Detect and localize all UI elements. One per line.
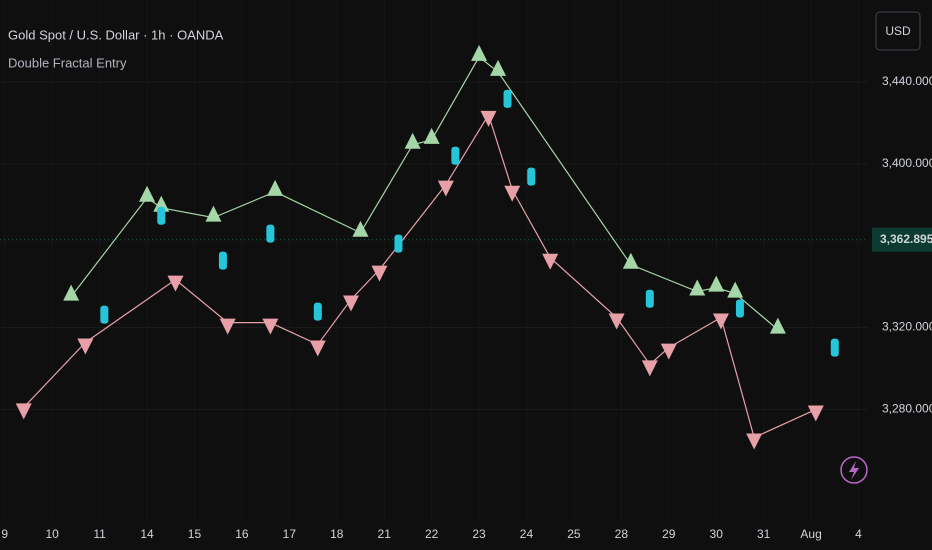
fractal-high [708,275,725,292]
fractal-high [689,279,706,296]
fractal-low [608,313,625,330]
fractal-high [423,127,440,144]
x-tick-label: 18 [330,527,344,541]
entry-marker [157,206,166,225]
x-tick-label: 25 [567,527,581,541]
last-price-label: 3,362.895 [880,232,932,246]
fractal-high [727,281,744,298]
x-tick-label: 31 [757,527,771,541]
fractal-low [480,110,497,127]
x-tick-label: 30 [710,527,724,541]
entry-marker [100,305,109,324]
entry-marker [830,338,839,357]
x-tick-label: 4 [855,527,862,541]
x-tick-label: 10 [45,527,59,541]
entry-marker [503,89,512,108]
x-tick-label: 16 [235,527,249,541]
fractal-high [205,205,222,222]
y-tick-label: 3,400.000 [882,156,932,170]
x-tick-label: 9 [1,527,8,541]
fractal-low [219,318,236,335]
fractal-low [542,253,559,270]
fractal-high [471,44,488,61]
fractal-high [63,284,80,301]
x-tick-label: 22 [425,527,439,541]
currency-button[interactable] [875,11,921,51]
chart-title: Gold Spot / U.S. Dollar · 1h · OANDA [8,27,224,42]
fractal-low [309,340,326,357]
fractal-low [77,338,94,355]
fractal-low [167,275,184,292]
fractal-line [23,113,817,439]
fractal-low [641,360,658,377]
x-tick-label: 17 [283,527,297,541]
entry-marker [394,234,403,253]
fractal-high [490,59,507,76]
fractal-high [622,252,639,269]
y-tick-label: 3,440.000 [882,74,932,88]
currency-label[interactable]: USD [885,24,911,38]
entry-marker [735,299,744,318]
x-tick-label: 28 [615,527,629,541]
entry-marker [645,289,654,308]
y-tick-label: 3,280.000 [882,402,932,416]
fractal-low [660,343,677,360]
fractal-low [437,180,454,197]
fractal-high [153,195,170,212]
entry-marker [451,146,460,165]
x-tick-label: 23 [472,527,486,541]
x-tick-label: 24 [520,527,534,541]
fractal-low [262,318,279,335]
entry-marker [218,251,227,270]
fractal-low [504,185,521,202]
x-tick-label: 11 [93,527,106,541]
fractal-low [807,405,824,422]
fractal-low [712,313,729,330]
plot-area [0,44,868,450]
fractal-low [746,433,763,450]
indicator-name: Double Fractal Entry [8,55,127,70]
fractal-high [352,220,369,237]
x-tick-label: 15 [188,527,202,541]
x-tick-label: Aug [800,527,821,541]
fractal-high [404,132,421,149]
x-tick-label: 21 [378,527,392,541]
entry-marker [527,167,536,186]
fractal-low [342,295,359,312]
x-tick-label: 14 [140,527,154,541]
entry-marker [266,224,275,243]
fractal-low [15,403,32,420]
entry-marker [313,302,322,321]
x-tick-label: 29 [662,527,676,541]
fractal-high [139,185,156,202]
fractal-low [371,265,388,282]
last-price-box [872,227,932,252]
y-tick-label: 3,320.000 [882,320,932,334]
alert-icon[interactable] [840,456,868,484]
fractal-high [769,317,786,334]
alert-bolt [849,461,859,480]
fractal-high [267,179,284,196]
